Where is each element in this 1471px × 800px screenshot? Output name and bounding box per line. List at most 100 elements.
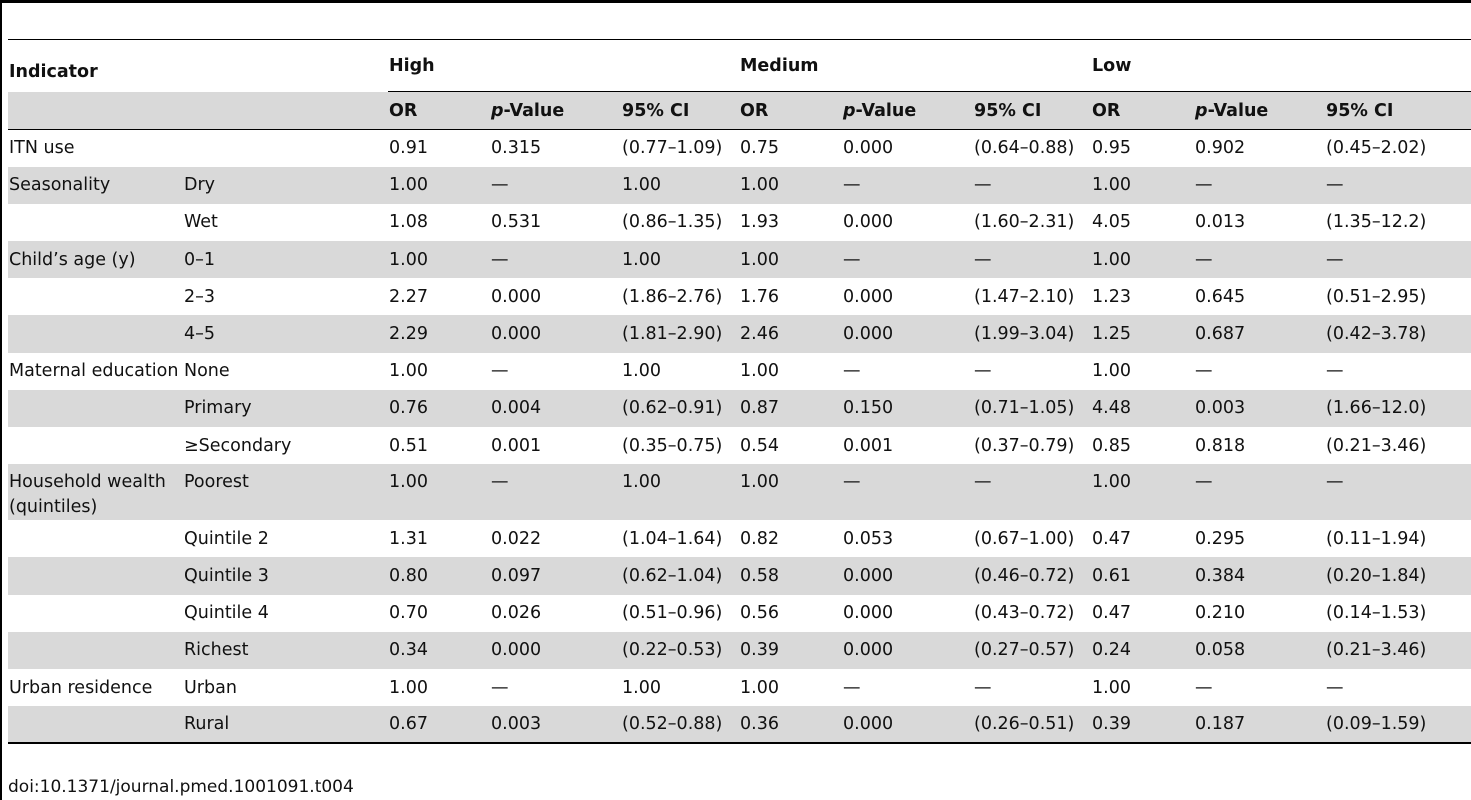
p-value-low-cell: 0.384	[1195, 565, 1246, 586]
ci-low-cell: (0.21–3.46)	[1326, 640, 1427, 661]
or-high-cell: 2.27	[389, 286, 428, 307]
indicator-header: Indicator	[8, 39, 389, 92]
ci-low-cell: —	[1326, 472, 1344, 493]
table-body: ITN use 0.91 0.315 (0.77–1.09) 0.75 0.000 (0.6…	[8, 130, 1471, 745]
p-value-low-cell: 0.013	[1195, 212, 1246, 233]
ci-high-cell: 1.00	[622, 361, 661, 382]
table-row: Quintile 3 0.80 0.097 (0.62–1.04) 0.58 0.000 (…	[8, 557, 1471, 595]
ci-low-cell: —	[1326, 361, 1344, 382]
p-value-low-cell: —	[1195, 677, 1213, 698]
p-value-high-cell: —	[491, 472, 509, 493]
table-row: Richest 0.34 0.000 (0.22–0.53) 0.39 0.000 (0.2…	[8, 631, 1471, 669]
table-row: Primary 0.76 0.004 (0.62–0.91) 0.87 0.150 (0.7…	[8, 389, 1471, 427]
ci-medium-cell: —	[974, 472, 992, 493]
indicator-cell	[8, 595, 183, 632]
or-low-cell: 0.95	[1092, 138, 1131, 159]
or-low-cell: 1.25	[1092, 324, 1131, 345]
or-medium-cell: 0.75	[740, 138, 779, 159]
table-row: ≥Secondary 0.51 0.001 (0.35–0.75) 0.54 0.001 (…	[8, 427, 1471, 464]
p-value-high-cell: 0.000	[491, 640, 542, 661]
table-row: 4–5 2.29 0.000 (1.81–2.90) 2.46 0.000 (1.99–3.…	[8, 315, 1471, 353]
or-low-cell: 0.85	[1092, 435, 1131, 456]
p-value-header: p-Value	[1194, 91, 1326, 130]
p-value-medium-cell: 0.053	[843, 528, 894, 549]
table-row: Maternal education None 1.00 — 1.00 1.00 — — 1.0…	[8, 353, 1471, 390]
or-high-cell: 1.08	[389, 212, 428, 233]
or-medium-cell: 0.58	[740, 565, 779, 586]
ci-medium-cell: (1.60–2.31)	[974, 212, 1075, 233]
ci-high-cell: (0.22–0.53)	[622, 640, 723, 661]
doi-footer: doi:10.1371/journal.pmed.1001091.t004	[8, 777, 354, 797]
ci-low-cell: (0.45–2.02)	[1326, 138, 1427, 159]
p-value-medium-cell: 0.000	[843, 138, 894, 159]
or-high-cell: 1.00	[389, 677, 428, 698]
ci-medium-cell: —	[974, 249, 992, 270]
indicator-cell	[8, 557, 183, 594]
indicator-cell: Maternal education	[9, 361, 179, 382]
p-value-medium-cell: —	[843, 361, 861, 382]
table-row: Quintile 4 0.70 0.026 (0.51–0.96) 0.56 0.000 (…	[8, 595, 1471, 632]
table-row: Wet 1.08 0.531 (0.86–1.35) 1.93 0.000 (1.60–2.…	[8, 204, 1471, 241]
p-value-low-cell: 0.210	[1195, 603, 1246, 624]
group-header-medium: Medium	[739, 39, 1092, 92]
table-row: Household wealth (quintiles) Poorest 1.00 —…	[8, 464, 1471, 521]
category-cell: Dry	[184, 175, 216, 196]
or-high-cell: 1.00	[389, 175, 428, 196]
indicator-cell	[8, 706, 183, 745]
or-high-cell: 0.70	[389, 603, 428, 624]
ci-high-cell: (0.62–0.91)	[622, 398, 723, 419]
or-low-cell: 4.48	[1092, 398, 1131, 419]
ci-medium-cell: (0.64–0.88)	[974, 138, 1075, 159]
or-low-cell: 0.47	[1092, 528, 1131, 549]
or-header: OR	[1091, 91, 1195, 130]
or-medium-cell: 1.93	[740, 212, 779, 233]
ci-low-cell: (0.09–1.59)	[1325, 706, 1471, 745]
category-cell: Urban	[184, 677, 237, 698]
ci-medium-cell: (0.67–1.00)	[974, 528, 1075, 549]
ci-header: 95% CI	[1325, 91, 1471, 130]
or-medium-cell: 0.39	[740, 640, 779, 661]
ci-low-cell: —	[1326, 249, 1344, 270]
indicator-cell	[8, 427, 183, 464]
or-medium-cell: 0.82	[740, 528, 779, 549]
category-cell: 4–5	[184, 324, 216, 345]
ci-medium-cell: (1.99–3.04)	[974, 324, 1075, 345]
p-value-high-cell: 0.097	[491, 565, 542, 586]
ci-medium-cell: —	[974, 175, 992, 196]
category-cell: Quintile 4	[184, 603, 269, 624]
p-value-high-cell: 0.531	[491, 212, 542, 233]
category-cell: Poorest	[184, 472, 249, 493]
or-medium-cell: 0.56	[740, 603, 779, 624]
table-row: Seasonality Dry 1.00 — 1.00 1.00 — — 1.00 — —	[8, 166, 1471, 204]
or-low-cell: 0.39	[1091, 706, 1195, 745]
table-row: Quintile 2 1.31 0.022 (1.04–1.64) 0.82 0.053 (…	[8, 520, 1471, 557]
ci-high-cell: (0.77–1.09)	[622, 138, 723, 159]
indicator-cell	[8, 520, 183, 557]
p-value-high-cell: 0.315	[491, 138, 542, 159]
or-high-cell: 1.00	[389, 249, 428, 270]
ci-low-cell: —	[1326, 175, 1344, 196]
ci-low-cell: —	[1326, 677, 1344, 698]
p-value-low-cell: —	[1195, 472, 1213, 493]
or-medium-cell: 1.00	[740, 361, 779, 382]
or-medium-cell: 1.00	[740, 472, 779, 493]
p-value-high-cell: 0.003	[490, 706, 622, 745]
table-row: Child’s age (y) 0–1 1.00 — 1.00 1.00 — — 1.00 — —	[8, 241, 1471, 279]
indicator-cell	[8, 204, 183, 241]
ci-medium-cell: (0.27–0.57)	[974, 640, 1075, 661]
indicator-cell	[8, 315, 183, 352]
indicator-cell	[8, 278, 183, 315]
table-row: Urban residence Urban 1.00 — 1.00 1.00 — — 1.00 —…	[8, 669, 1471, 706]
ci-header: 95% CI	[621, 91, 740, 130]
p-value-low-cell: 0.818	[1195, 435, 1246, 456]
p-value-medium-cell: 0.150	[843, 398, 894, 419]
or-high-cell: 1.00	[389, 361, 428, 382]
category-cell: Wet	[184, 212, 218, 233]
or-low-cell: 1.00	[1092, 175, 1131, 196]
p-value-high-cell: 0.000	[491, 324, 542, 345]
p-value-low-cell: —	[1195, 175, 1213, 196]
p-value-medium-cell: 0.000	[843, 603, 894, 624]
p-value-high-cell: —	[491, 361, 509, 382]
or-medium-cell: 2.46	[740, 324, 779, 345]
indicator-cell: ITN use	[9, 138, 75, 159]
